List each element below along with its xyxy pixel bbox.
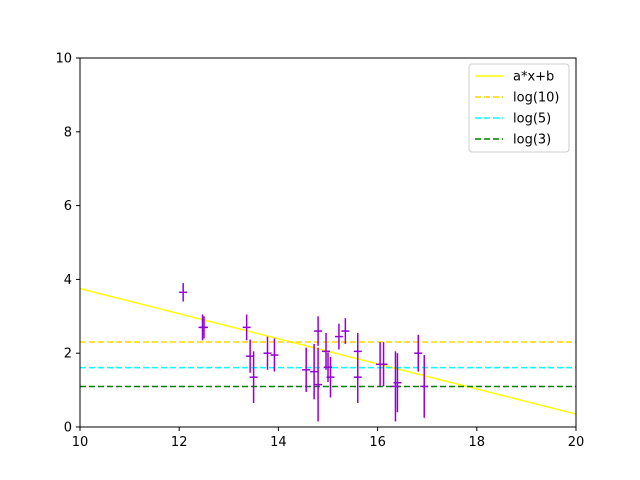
data-point [263,336,272,370]
data-point [314,316,323,346]
data-point [379,342,388,387]
x-tick-label: 10 [72,435,89,450]
legend-label: log(3) [513,133,551,148]
data-point [242,314,251,341]
y-tick-label: 0 [64,421,72,436]
legend-label: log(10) [513,91,560,106]
legend: a*x+b log(10) log(5) log(3) [468,63,570,153]
y-tick-label: 6 [64,199,72,214]
x-tick-label: 20 [568,435,585,450]
data-point [200,316,208,339]
legend-label: log(5) [513,112,551,127]
data-point [179,283,188,302]
x-tick-label: 18 [469,435,486,450]
data-point [310,343,319,400]
data-point [353,351,362,404]
y-tick-label: 2 [64,347,72,362]
y-axis: 0 2 4 6 8 10 [55,52,80,436]
y-tick-label: 4 [64,273,72,288]
data-point [246,339,255,373]
data-point [249,351,258,404]
data-point [322,332,331,370]
data-point [270,338,279,372]
y-tick-label: 8 [64,125,72,140]
x-axis: 10 12 14 16 18 20 [72,427,585,450]
data-point [326,356,335,398]
data-point [393,353,402,413]
data-point [334,323,343,350]
data-point [414,334,423,372]
x-tick-label: 14 [270,435,287,450]
y-tick-label: 10 [55,52,72,67]
axes-frame [79,57,577,428]
plot-area [79,283,577,422]
data-point [420,355,429,418]
data-point [302,347,311,392]
data-point [314,347,323,422]
data-point [341,318,350,344]
legend-box [468,63,570,153]
x-tick-label: 12 [171,435,188,450]
x-tick-label: 16 [369,435,386,450]
legend-label: a*x+b [513,70,554,85]
